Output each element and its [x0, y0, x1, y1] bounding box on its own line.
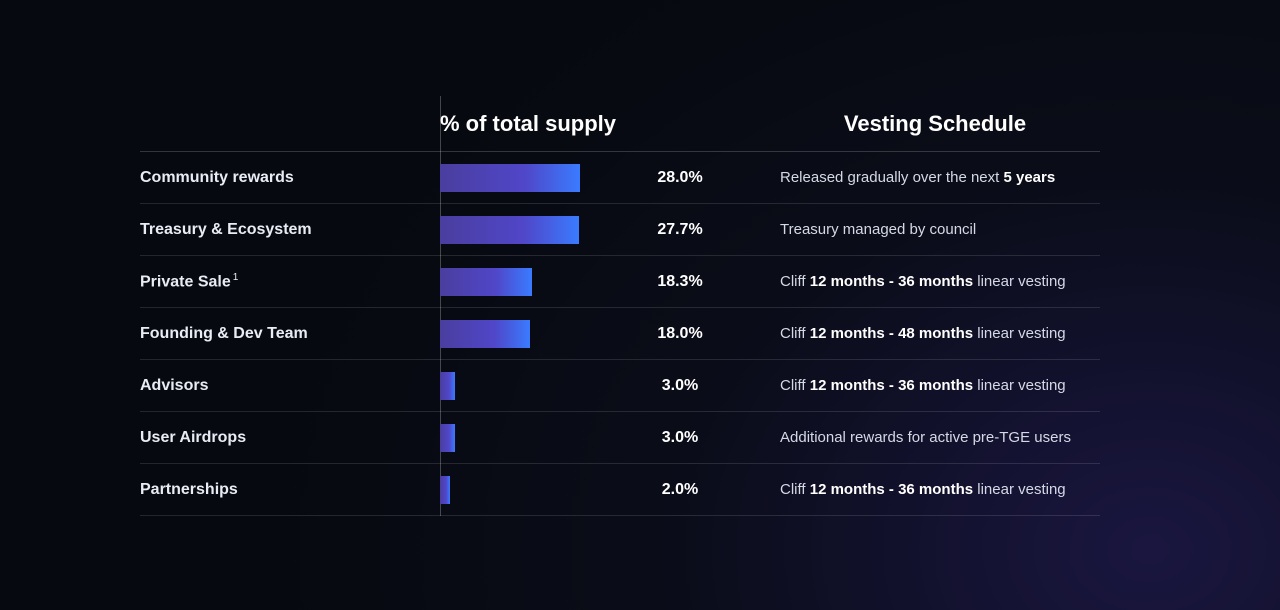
table-row: Private Sale1 18.3% Cliff 12 months - 36 m… — [140, 256, 1100, 308]
allocation-pct: 3.0% — [640, 377, 720, 395]
table-row: Treasury & Ecosystem 27.7% Treasury manage… — [140, 204, 1100, 256]
footnote-ref: 1 — [233, 272, 239, 283]
table-row: Community rewards 28.0% Released gradually… — [140, 152, 1100, 204]
table-row: User Airdrops 3.0% Additional rewards for … — [140, 412, 1100, 464]
row-label: Partnerships — [140, 481, 440, 499]
row-label: Treasury & Ecosystem — [140, 221, 440, 239]
table-row: Advisors 3.0% Cliff 12 months - 36 months … — [140, 360, 1100, 412]
row-vesting: Cliff 12 months - 48 months linear vesti… — [770, 325, 1100, 342]
allocation-pct: 2.0% — [640, 481, 720, 499]
allocation-bar — [440, 164, 580, 192]
allocation-pct: 27.7% — [640, 221, 720, 239]
header-vesting: Vesting Schedule — [770, 111, 1100, 137]
row-label: Advisors — [140, 377, 440, 395]
row-supply: 3.0% — [440, 424, 770, 452]
row-vesting: Cliff 12 months - 36 months linear vesti… — [770, 377, 1100, 394]
allocation-bar — [440, 424, 455, 452]
row-supply: 2.0% — [440, 476, 770, 504]
table-row: Partnerships 2.0% Cliff 12 months - 36 mon… — [140, 464, 1100, 516]
row-supply: 28.0% — [440, 164, 770, 192]
row-vesting: Cliff 12 months - 36 months linear vesti… — [770, 481, 1100, 498]
row-supply: 18.3% — [440, 268, 770, 296]
row-label: Founding & Dev Team — [140, 325, 440, 343]
table-row: Founding & Dev Team 18.0% Cliff 12 months … — [140, 308, 1100, 360]
allocation-pct: 18.3% — [640, 273, 720, 291]
row-supply: 27.7% — [440, 216, 770, 244]
row-vesting: Treasury managed by council — [770, 221, 1100, 238]
row-vesting: Released gradually over the next 5 years — [770, 169, 1100, 186]
allocation-bar — [440, 216, 579, 244]
allocation-pct: 18.0% — [640, 325, 720, 343]
row-label: Community rewards — [140, 169, 440, 187]
allocation-bar — [440, 372, 455, 400]
allocation-bar — [440, 268, 532, 296]
row-vesting: Cliff 12 months - 36 months linear vesti… — [770, 273, 1100, 290]
row-label: User Airdrops — [140, 429, 440, 447]
tokenomics-table: % of total supply Vesting Schedule Commu… — [140, 96, 1100, 516]
row-label: Private Sale1 — [140, 272, 440, 291]
row-vesting: Additional rewards for active pre-TGE us… — [770, 429, 1100, 446]
header-supply: % of total supply — [440, 111, 770, 137]
row-supply: 18.0% — [440, 320, 770, 348]
allocation-pct: 3.0% — [640, 429, 720, 447]
allocation-bar — [440, 476, 450, 504]
allocation-bar — [440, 320, 530, 348]
table-header-row: % of total supply Vesting Schedule — [140, 96, 1100, 152]
row-supply: 3.0% — [440, 372, 770, 400]
allocation-pct: 28.0% — [640, 169, 720, 187]
